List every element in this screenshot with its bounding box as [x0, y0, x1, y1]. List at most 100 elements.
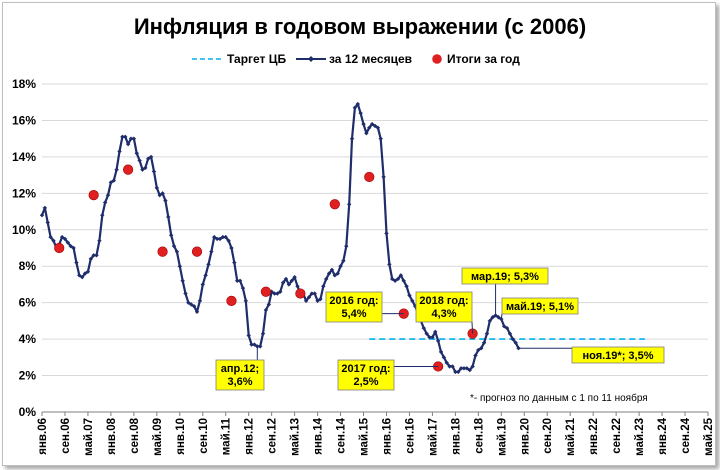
callout-box	[415, 291, 473, 323]
monthly-point	[39, 213, 45, 218]
monthly-point	[212, 234, 217, 240]
callout-label: 2016 год:	[329, 295, 378, 307]
monthly-point	[289, 278, 294, 283]
annual-dot	[88, 190, 99, 201]
monthly-point	[128, 136, 134, 141]
monthly-point	[381, 174, 386, 180]
monthly-point	[338, 264, 343, 269]
monthly-point	[476, 347, 481, 353]
x-tick-label: янв.24	[657, 417, 669, 454]
monthly-point	[493, 313, 498, 318]
callout-box	[571, 346, 665, 364]
x-tick-label: сен.10	[198, 418, 210, 454]
x-tick-label: май.11	[221, 417, 233, 455]
monthly-point	[131, 136, 137, 141]
monthly-point	[384, 231, 389, 236]
monthly-point	[421, 325, 427, 331]
y-tick-label: 18%	[12, 77, 36, 91]
chart-title: Инфляция в годовом выражении (с 2006)	[134, 14, 586, 39]
x-tick-label: сен.22	[611, 418, 623, 454]
monthly-point	[424, 331, 429, 336]
callout: 2017 год:2,5%	[337, 359, 439, 391]
x-tick-label: май.19	[496, 418, 508, 456]
monthly-point	[292, 274, 297, 280]
monthly-point	[232, 260, 237, 265]
y-tick-label: 2%	[19, 369, 37, 383]
monthly-point	[390, 276, 395, 282]
monthly-point	[435, 338, 441, 344]
legend-annual-swatch	[432, 54, 442, 64]
callout-label: мар.19; 5,3%	[471, 271, 539, 283]
monthly-point	[346, 202, 352, 207]
monthly-point	[510, 336, 515, 342]
monthly-point	[154, 185, 160, 191]
callout-leader	[500, 313, 503, 320]
monthly-point	[163, 198, 168, 203]
legend-12m-label: за 12 месяцев	[329, 52, 412, 66]
monthly-point	[309, 291, 315, 296]
x-tick-label: янв.12	[244, 418, 256, 455]
monthly-point	[278, 289, 283, 294]
monthly-point	[189, 302, 194, 307]
monthly-point	[461, 366, 467, 371]
monthly-point	[71, 245, 76, 251]
monthly-point	[504, 325, 510, 331]
monthly-point	[473, 353, 478, 358]
monthly-point	[68, 243, 73, 249]
monthly-point	[214, 236, 220, 242]
x-tick-label: янв.08	[106, 417, 118, 454]
x-tick-label: май.25	[703, 417, 715, 455]
monthly-point	[257, 344, 263, 349]
monthly-point	[226, 238, 231, 243]
monthly-point	[404, 284, 409, 289]
monthly-point	[125, 141, 131, 147]
monthly-point	[349, 136, 355, 141]
monthly-point	[194, 309, 200, 314]
monthly-point	[94, 253, 99, 258]
monthly-point	[369, 121, 375, 127]
x-tick-label: сен.20	[542, 418, 554, 454]
monthly-point	[306, 295, 312, 300]
monthly-point	[361, 121, 366, 127]
monthly-point	[143, 165, 148, 171]
monthly-point	[470, 364, 475, 369]
monthly-point	[355, 101, 360, 107]
annual-dots-layer	[54, 164, 478, 372]
callout-label: апр.12;	[221, 363, 259, 375]
monthly-point	[191, 304, 197, 309]
monthly-point	[137, 158, 142, 163]
callout-box	[215, 359, 265, 391]
callout: май.19; 5,1%	[500, 297, 579, 320]
x-tick-label: янв.20	[519, 418, 531, 455]
monthly-point	[352, 105, 358, 110]
monthly-point	[217, 236, 223, 242]
monthly-point	[398, 273, 404, 278]
monthly-point	[240, 285, 246, 291]
monthly-point	[272, 291, 277, 296]
axis-layer: 0% 2% 4% 6% 8% 10% 12% 14% 16% 18% янв.06 сен.06 май…	[12, 77, 715, 456]
monthly-point	[180, 278, 185, 283]
monthly-point	[209, 249, 214, 254]
monthly-point	[171, 243, 177, 249]
x-tick-label: май.07	[83, 418, 95, 456]
y-tick-label: 6%	[19, 296, 37, 310]
monthly-point	[183, 291, 188, 296]
monthly-point	[456, 369, 461, 375]
x-tick-label: янв.18	[450, 417, 462, 454]
y-tick-label: 12%	[12, 186, 36, 200]
monthly-point	[441, 355, 447, 360]
monthly-point	[407, 293, 412, 298]
x-tick-label: май.23	[634, 418, 646, 456]
monthly-point	[315, 298, 320, 304]
legend-12m-marker	[308, 56, 314, 62]
monthly-point	[160, 191, 165, 196]
monthly-point	[458, 366, 464, 371]
monthly-point	[246, 333, 251, 338]
monthly-point	[117, 149, 122, 154]
x-tick-label: сен.18	[473, 417, 485, 453]
legend-annual-label: Итоги за год	[447, 52, 520, 66]
annual-dot	[191, 246, 203, 257]
y-tick-label: 16%	[12, 113, 36, 127]
monthly-point	[496, 315, 501, 320]
monthly-point	[392, 278, 398, 283]
